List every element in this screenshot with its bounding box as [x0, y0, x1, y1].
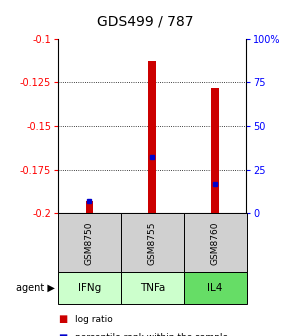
Text: log ratio: log ratio	[75, 315, 113, 324]
Bar	[148, 61, 156, 213]
Text: GDS499 / 787: GDS499 / 787	[97, 15, 193, 29]
Text: percentile rank within the sample: percentile rank within the sample	[75, 333, 229, 336]
Text: GSM8750: GSM8750	[85, 221, 94, 264]
Text: IFNg: IFNg	[78, 283, 101, 293]
Text: ■: ■	[58, 333, 67, 336]
Text: agent ▶: agent ▶	[16, 283, 55, 293]
Bar	[86, 201, 93, 213]
Text: ■: ■	[58, 314, 67, 324]
Text: TNFa: TNFa	[139, 283, 165, 293]
Text: GSM8755: GSM8755	[148, 221, 157, 264]
Text: IL4: IL4	[207, 283, 223, 293]
Bar	[211, 88, 219, 213]
Text: GSM8760: GSM8760	[211, 221, 220, 264]
